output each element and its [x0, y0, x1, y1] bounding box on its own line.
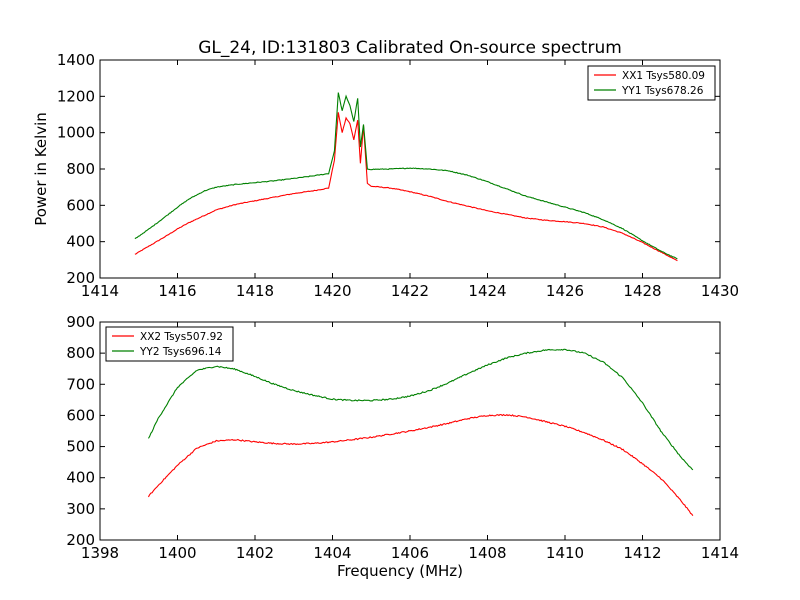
legend-entry: YY2 Tsys696.14	[139, 346, 222, 358]
chart-title: GL_24, ID:131803 Calibrated On-source sp…	[198, 38, 622, 58]
legend-box	[105, 326, 234, 362]
y-tick-label: 600	[66, 406, 95, 424]
series-line-red	[134, 112, 678, 262]
y-tick-label: 200	[66, 269, 95, 287]
x-tick-label: 1418	[236, 282, 274, 300]
x-axis-label: Frequency (MHz)	[337, 562, 463, 580]
legend-entry: XX2 Tsys507.92	[140, 331, 223, 343]
series-line-green	[147, 348, 694, 471]
y-axis-label: Power in Kelvin	[32, 112, 50, 226]
legend-entry: XX1 Tsys580.09	[622, 70, 705, 82]
y-tick-label: 400	[66, 233, 95, 251]
legend: XX1 Tsys580.09 YY1 Tsys678.26	[587, 65, 716, 101]
y-tick-label: 1400	[57, 51, 95, 69]
y-tick-label: 400	[66, 469, 95, 487]
lower-chart-panel: 1398 1400 1402 1404 1406 1408 1410 1412 1414 200 3…	[66, 313, 739, 580]
legend-box	[587, 65, 716, 101]
series-line-red	[147, 413, 694, 517]
legend-entry: YY1 Tsys678.26	[621, 85, 704, 97]
x-tick-label: 1424	[468, 282, 506, 300]
x-tick-label: 1406	[391, 544, 429, 562]
x-tick-label: 1408	[468, 544, 506, 562]
y-tick-label: 1200	[57, 87, 95, 105]
y-tick-label: 700	[66, 375, 95, 393]
y-tick-label: 800	[66, 160, 95, 178]
x-tick-label: 1412	[623, 544, 661, 562]
y-tick-label: 200	[66, 531, 95, 549]
x-tick-label: 1420	[313, 282, 351, 300]
y-tick-label: 1000	[57, 124, 95, 142]
x-tick-label: 1414	[81, 282, 119, 300]
x-tick-label: 1402	[236, 544, 274, 562]
y-tick-label: 600	[66, 196, 95, 214]
y-tick-label: 900	[66, 313, 95, 331]
x-tick-label: 1430	[701, 282, 739, 300]
y-tick-label: 300	[66, 500, 95, 518]
x-tick-label: 1404	[313, 544, 351, 562]
x-tick-label: 1422	[391, 282, 429, 300]
series-line-green	[134, 92, 678, 260]
x-tick-label: 1414	[701, 544, 739, 562]
x-tick-label: 1400	[158, 544, 196, 562]
x-tick-label: 1416	[158, 282, 196, 300]
y-tick-label: 500	[66, 438, 95, 456]
x-tick-label: 1426	[546, 282, 584, 300]
upper-chart-panel: 1414 1416 1418 1420 1422 1424 1426 1428 1430 200 4…	[32, 51, 739, 300]
x-tick-label: 1398	[81, 544, 119, 562]
x-tick-label: 1410	[546, 544, 584, 562]
x-tick-label: 1428	[623, 282, 661, 300]
legend: XX2 Tsys507.92 YY2 Tsys696.14	[105, 326, 234, 362]
y-tick-label: 800	[66, 344, 95, 362]
